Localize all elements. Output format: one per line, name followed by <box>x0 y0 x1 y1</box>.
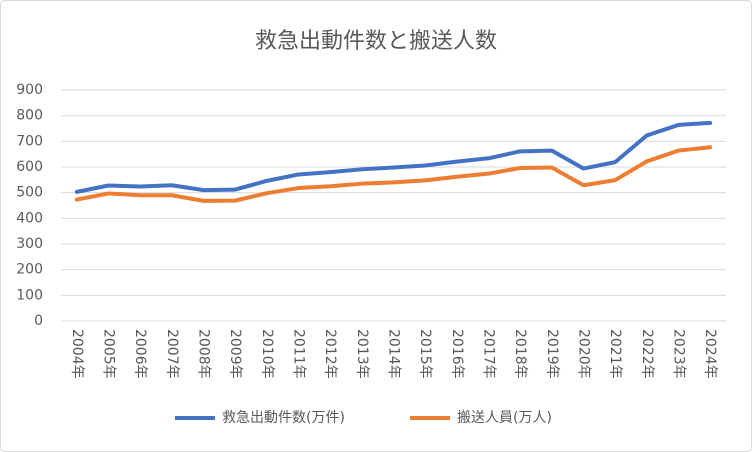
x-tick-label: 2017年 <box>481 329 497 379</box>
x-tick-label: 2020年 <box>576 329 592 379</box>
x-tick-label: 2014年 <box>386 329 402 379</box>
x-tick-label: 2009年 <box>227 329 243 379</box>
x-tick-label: 2022年 <box>639 329 655 379</box>
y-tick-label: 400 <box>16 210 43 226</box>
x-tick-label: 2008年 <box>196 329 212 379</box>
x-tick-label: 2018年 <box>512 329 528 379</box>
x-tick-label: 2010年 <box>259 329 275 379</box>
y-tick-label: 500 <box>16 185 43 201</box>
x-tick-label: 2005年 <box>101 329 117 379</box>
x-tick-label: 2007年 <box>164 329 180 379</box>
series-line <box>74 145 713 203</box>
x-tick-label: 2021年 <box>607 329 623 379</box>
x-tick-label: 2024年 <box>702 329 718 379</box>
x-tick-label: 2006年 <box>132 329 148 379</box>
y-tick-label: 600 <box>16 159 43 175</box>
y-tick-label: 700 <box>16 133 43 149</box>
x-tick-label: 2012年 <box>322 329 338 379</box>
y-tick-label: 900 <box>16 82 43 98</box>
y-tick-label: 800 <box>16 108 43 124</box>
y-tick-label: 200 <box>16 262 43 278</box>
x-tick-label: 2015年 <box>417 329 433 379</box>
y-tick-label: 0 <box>34 313 43 329</box>
chart-title: 救急出動件数と搬送人数 <box>255 29 497 54</box>
legend-label: 搬送人員(万人) <box>457 410 552 426</box>
x-tick-label: 2019年 <box>544 329 560 379</box>
legend-label: 救急出動件数(万件) <box>222 410 345 426</box>
x-tick-label: 2013年 <box>354 329 370 379</box>
x-tick-label: 2011年 <box>291 329 307 379</box>
x-tick-label: 2023年 <box>671 329 687 379</box>
x-tick-label: 2016年 <box>449 329 465 379</box>
y-tick-label: 100 <box>16 287 43 303</box>
x-tick-label: 2004年 <box>69 329 85 379</box>
y-tick-label: 300 <box>16 236 43 252</box>
series-line <box>74 120 713 194</box>
